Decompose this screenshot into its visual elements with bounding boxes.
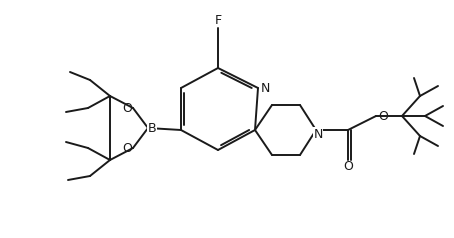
Text: O: O xyxy=(343,160,353,174)
Text: O: O xyxy=(122,101,132,114)
Text: O: O xyxy=(378,109,388,123)
Text: N: N xyxy=(313,128,323,140)
Text: B: B xyxy=(148,122,156,134)
Text: O: O xyxy=(122,142,132,154)
Text: N: N xyxy=(260,81,270,94)
Text: F: F xyxy=(214,15,222,28)
